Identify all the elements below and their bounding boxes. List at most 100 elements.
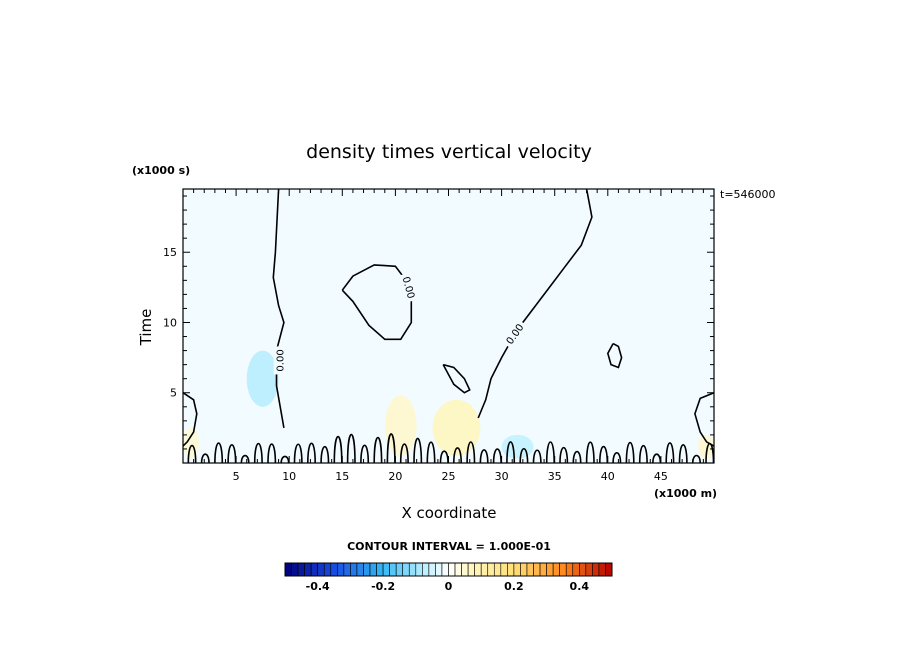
- colorbar-cell: [389, 562, 397, 577]
- colorbar-cell: [435, 562, 443, 577]
- colorbar-cell: [376, 562, 384, 577]
- shaded-patches: [183, 350, 714, 459]
- colorbar-cell: [337, 562, 345, 577]
- chart-title: density times vertical velocity: [306, 141, 592, 163]
- contour-label-bg-2: [501, 318, 528, 349]
- zero-contours: [182, 188, 715, 464]
- colorbar-cell: [323, 562, 332, 577]
- colorbar-cell: [448, 562, 456, 577]
- time-stamp: t=546000: [720, 188, 776, 201]
- colorbar-cell: [578, 562, 587, 577]
- colorbar-cell: [461, 562, 469, 577]
- colorbar-cell: [304, 562, 312, 577]
- colorbar-cell: [539, 562, 547, 577]
- colorbar-cell: [395, 562, 404, 577]
- colorbar-cell: [572, 562, 580, 577]
- x-tick-label: 45: [654, 470, 668, 483]
- colorbar-cell: [408, 562, 417, 577]
- colorbar-cell: [356, 562, 364, 577]
- x-tick-label: 20: [388, 470, 402, 483]
- colorbar-cell: [559, 562, 567, 577]
- colorbar-tick-label: -0.4: [306, 580, 330, 593]
- small-loop-east: [606, 342, 623, 369]
- colorbar-cell: [500, 562, 508, 577]
- colorbar-cell: [526, 562, 534, 577]
- colorbar-cell: [428, 562, 436, 577]
- colorbar-cell: [474, 562, 482, 577]
- x-axis-label: X coordinate: [401, 504, 496, 522]
- central-loop: [341, 264, 413, 341]
- x-tick-label: 25: [442, 470, 456, 483]
- colorbar-cell: [480, 562, 489, 577]
- colorbar-cell: [513, 562, 521, 577]
- surface-layer-contours: [187, 433, 715, 464]
- y-ticks: 5 10 15: [163, 195, 714, 450]
- colorbar-cell: [350, 562, 358, 577]
- x-tick-label: 40: [601, 470, 615, 483]
- colorbar-tick-label: -0.2: [371, 580, 395, 593]
- contour-interval-text: CONTOUR INTERVAL = 1.000E-01: [347, 540, 551, 553]
- colorbar-cell: [415, 562, 423, 577]
- colorbar-tick-label: 0.4: [570, 580, 590, 593]
- colorbar: [284, 562, 613, 577]
- shaded-patch-0: [246, 350, 279, 407]
- colorbar-cell: [507, 562, 515, 577]
- contour-label-0: 0.00: [276, 349, 287, 371]
- colorbar-cell: [520, 562, 528, 577]
- east-boundary-contour: [477, 188, 593, 419]
- colorbar-cell: [343, 562, 351, 577]
- shaded-patch-1: [384, 395, 417, 456]
- colorbar-cell: [592, 562, 600, 577]
- small-loop-west: [442, 363, 471, 394]
- colorbar-cell: [552, 562, 560, 577]
- west-boundary-contour: [272, 188, 285, 429]
- colorbar-cell: [422, 562, 430, 577]
- colorbar-ticks: -0.4 -0.2 0 0.2 0.4: [306, 580, 590, 593]
- x-tick-label: 30: [495, 470, 509, 483]
- colorbar-cell: [291, 562, 299, 577]
- colorbar-cell: [382, 562, 390, 577]
- colorbar-cell: [605, 562, 613, 577]
- colorbar-frame: [284, 562, 613, 577]
- colorbar-cell: [441, 562, 449, 577]
- x-tick-label: 35: [548, 470, 562, 483]
- colorbar-cell: [493, 562, 502, 577]
- colorbar-cell: [598, 562, 606, 577]
- colorbar-tick-label: 0: [445, 580, 453, 593]
- x-tick-label: 10: [282, 470, 296, 483]
- colorbar-cell: [330, 562, 338, 577]
- x-tick-label: 5: [233, 470, 240, 483]
- colorbar-cell: [284, 562, 292, 577]
- colorbar-cell: [297, 562, 305, 577]
- colorbar-cell: [585, 562, 593, 577]
- shaded-patch-2: [432, 399, 481, 456]
- x-units-label: (x1000 m): [654, 487, 717, 500]
- colorbar-cell: [369, 562, 377, 577]
- contour-label-bg-1: [399, 272, 419, 303]
- colorbar-cell: [487, 562, 495, 577]
- y-tick-label: 15: [163, 246, 177, 259]
- colorbar-cell: [402, 562, 410, 577]
- x-ticks: 5 10 15 20 25 30 35 40 45: [193, 189, 704, 483]
- shaded-patch-4: [698, 434, 714, 459]
- colorbar-cell: [533, 562, 541, 577]
- colorbar-cell: [317, 562, 325, 577]
- colorbar-cell: [467, 562, 475, 577]
- left-contour: [182, 392, 198, 447]
- y-tick-label: 5: [170, 387, 177, 400]
- colorbar-cell: [363, 562, 371, 577]
- right-contour: [694, 391, 715, 447]
- y-axis-label: Time: [137, 309, 155, 347]
- y-tick-label: 10: [163, 316, 177, 329]
- y-units-label: (x1000 s): [132, 164, 190, 177]
- shaded-patch-3: [501, 434, 534, 459]
- colorbar-cell: [565, 562, 574, 577]
- x-tick-label: 15: [335, 470, 349, 483]
- contour-label-bg-0: [273, 346, 286, 375]
- colorbar-cell: [310, 562, 319, 577]
- colorbar-cell: [546, 562, 554, 577]
- colorbar-cell: [454, 562, 462, 577]
- colorbar-tick-label: 0.2: [504, 580, 524, 593]
